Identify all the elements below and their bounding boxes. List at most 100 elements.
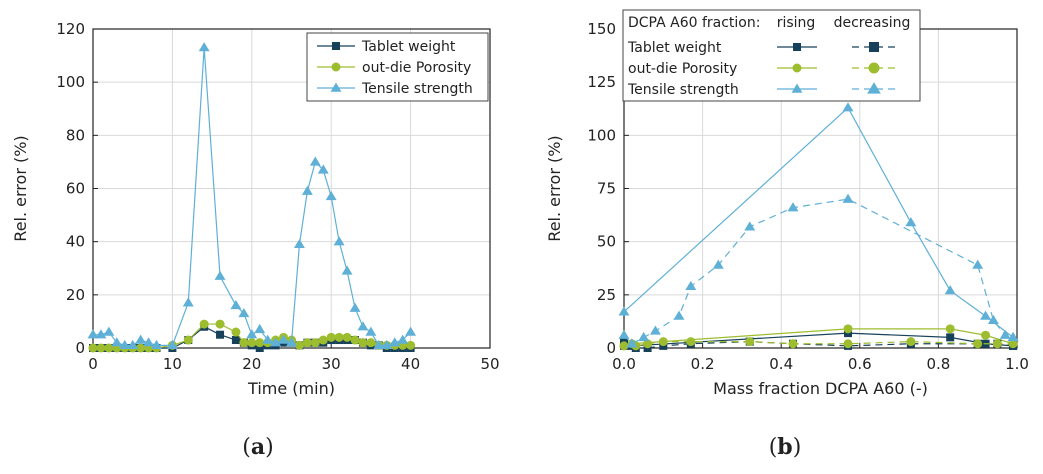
data-point: [96, 343, 106, 353]
chart-b: 0 25 50 75 100 125 150 0.0 0.2 0.4 0.6 0.8 1.0 Mass f…: [545, 9, 1029, 398]
x-tick-label: 0.2: [691, 355, 715, 373]
data-point: [787, 202, 799, 212]
y-tick-label: 75: [597, 180, 616, 198]
series-tensile: [87, 42, 417, 350]
data-point: [216, 330, 225, 339]
data-point: [366, 338, 376, 348]
data-point: [255, 338, 265, 348]
data-point: [673, 310, 685, 320]
y-tick-label: 60: [66, 180, 85, 198]
data-point: [278, 334, 290, 344]
data-point: [406, 340, 416, 350]
data-point: [685, 280, 697, 291]
y-axis-label: Rel. error (%): [545, 135, 564, 241]
x-tick-label: 0.0: [612, 355, 636, 373]
legend-label: Tensile strength: [361, 81, 473, 97]
x-tick-label: 30: [322, 355, 341, 373]
series-porosity-decreasing: [619, 337, 1018, 351]
series-line: [623, 106, 1014, 338]
data-point: [136, 343, 146, 353]
data-point: [286, 337, 297, 347]
data-point: [111, 337, 123, 347]
data-point: [381, 339, 393, 350]
data-point: [972, 259, 984, 269]
legend-marker: [793, 43, 801, 51]
data-point: [357, 321, 369, 331]
x-tick-label: 20: [242, 355, 261, 373]
data-point: [745, 337, 755, 347]
data-point: [183, 335, 193, 345]
data-point: [658, 337, 668, 347]
data-point: [638, 331, 650, 342]
data-point: [992, 339, 1002, 349]
data-point: [325, 191, 337, 201]
legend-label: out-die Porosity: [628, 61, 737, 77]
data-point: [239, 338, 249, 348]
legend-marker: [331, 62, 341, 72]
data-point: [980, 310, 992, 320]
data-point: [999, 329, 1011, 339]
data-point: [333, 236, 345, 246]
data-point: [686, 337, 696, 347]
y-tick-label: 50: [597, 233, 616, 251]
x-tick-label: 0: [88, 355, 98, 373]
legend-label: Tensile strength: [627, 82, 739, 98]
data-point: [397, 334, 409, 344]
data-point: [373, 339, 385, 350]
panel-label-b: (b): [769, 434, 802, 460]
series-line: [624, 341, 1014, 347]
data-point: [254, 323, 266, 334]
y-tick-label: 120: [56, 20, 85, 38]
legend-label: Tablet weight: [627, 40, 722, 56]
data-point: [649, 325, 661, 335]
legend-marker: [869, 42, 879, 52]
data-point: [309, 156, 321, 166]
data-point: [166, 339, 178, 350]
legend-marker: [791, 83, 803, 93]
data-point: [143, 337, 155, 347]
data-point: [135, 334, 147, 344]
data-point: [389, 337, 401, 347]
y-tick-label: 80: [66, 126, 85, 144]
data-point: [643, 339, 653, 349]
data-point: [127, 339, 139, 350]
data-point: [788, 339, 798, 349]
data-point: [987, 314, 999, 325]
series-porosity-rising: [619, 324, 1018, 351]
data-point: [294, 340, 304, 350]
data-point: [842, 102, 854, 112]
y-tick-label: 100: [587, 126, 616, 144]
legend-marker: [867, 82, 881, 94]
y-tick-label: 0: [606, 339, 616, 357]
plot-frame: [92, 28, 491, 349]
data-point: [973, 339, 983, 349]
data-point: [310, 338, 320, 348]
data-point: [843, 339, 853, 349]
data-point: [350, 335, 360, 345]
data-point: [231, 336, 240, 345]
data-point: [318, 335, 328, 345]
data-point: [270, 337, 282, 347]
data-point: [944, 285, 956, 295]
series-tensile-decreasing: [618, 193, 1019, 348]
legend-label: out-die Porosity: [362, 60, 471, 76]
y-axis-label: Rel. error (%): [11, 135, 30, 241]
y-tick-label: 40: [66, 233, 85, 251]
data-point: [365, 326, 377, 336]
data-point: [103, 326, 115, 336]
y-tick-label: 0: [75, 339, 85, 357]
data-point: [246, 329, 258, 339]
data-point: [247, 338, 257, 348]
x-tick-label: 40: [401, 355, 420, 373]
data-point: [119, 339, 131, 350]
x-axis-label: Mass fraction DCPA A60 (-): [713, 379, 928, 398]
legend-label: Tablet weight: [361, 39, 456, 55]
legend-box: [622, 9, 921, 102]
data-point: [349, 302, 361, 312]
panel-label-a: (a): [242, 434, 273, 460]
series-tensile-rising: [618, 102, 1019, 342]
series-line: [623, 198, 1014, 345]
data-point: [618, 329, 630, 339]
data-point: [317, 164, 329, 174]
